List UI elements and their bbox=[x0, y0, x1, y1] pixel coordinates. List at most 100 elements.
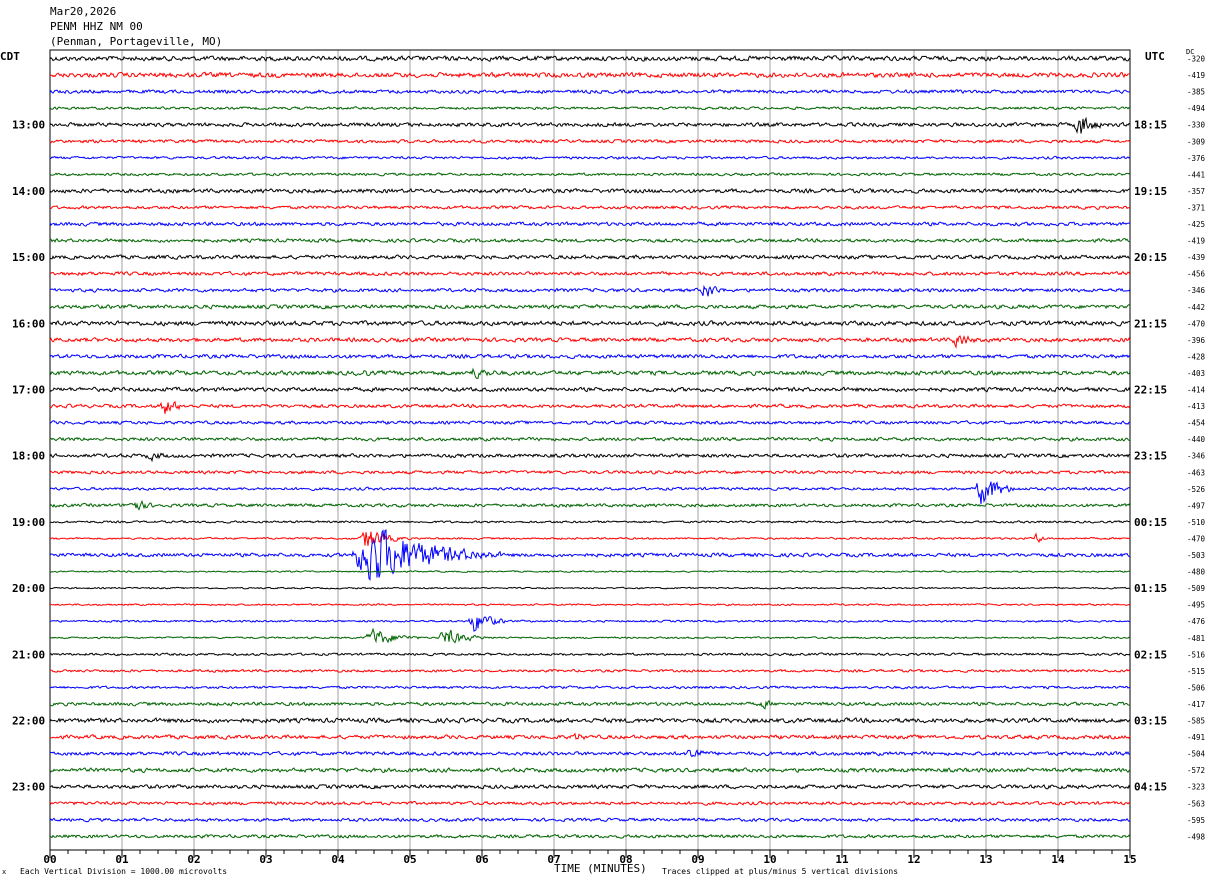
dc-offset-label: -396 bbox=[1187, 336, 1206, 345]
plot-date: Mar20,2026 bbox=[50, 5, 117, 18]
dc-offset-label: -357 bbox=[1187, 187, 1205, 196]
seismogram-trace bbox=[49, 749, 1131, 758]
seismogram-trace bbox=[49, 570, 1130, 573]
dc-offset-label: -376 bbox=[1187, 154, 1206, 163]
dc-offset-label: -476 bbox=[1187, 617, 1206, 626]
cdt-hour-label: 22:00 bbox=[12, 715, 45, 728]
utc-hour-label: 02:15 bbox=[1134, 648, 1167, 661]
seismogram-trace bbox=[49, 817, 1131, 823]
x-tick-label: 11 bbox=[835, 853, 849, 866]
dc-offset-label: -563 bbox=[1187, 799, 1205, 808]
dc-offset-label: -503 bbox=[1187, 551, 1205, 560]
utc-hour-label: 19:15 bbox=[1134, 185, 1167, 198]
utc-hour-label: 20:15 bbox=[1134, 251, 1167, 264]
x-tick-label: 07 bbox=[547, 853, 560, 866]
seismogram-trace bbox=[49, 55, 1131, 62]
station-location: (Penman, Portageville, MO) bbox=[50, 35, 223, 48]
seismogram-trace bbox=[49, 386, 1131, 393]
x-tick-label: 13 bbox=[979, 853, 992, 866]
left-timezone-label: CDT bbox=[0, 50, 20, 63]
dc-offset-label: -572 bbox=[1187, 766, 1205, 775]
dc-offset-label: -510 bbox=[1187, 518, 1206, 527]
dc-offset-label: -494 bbox=[1187, 104, 1206, 113]
plot-frame bbox=[49, 49, 1131, 851]
dc-offset-label: -428 bbox=[1187, 352, 1206, 361]
dc-offset-label: -585 bbox=[1187, 717, 1205, 726]
utc-hour-label: 21:15 bbox=[1134, 317, 1167, 330]
dc-offset-label: -495 bbox=[1187, 601, 1205, 610]
utc-hour-label: 23:15 bbox=[1134, 450, 1167, 463]
cdt-hour-label: 15:00 bbox=[12, 251, 45, 264]
utc-hour-label: 22:15 bbox=[1134, 384, 1167, 397]
cdt-hour-label: 17:00 bbox=[12, 384, 45, 397]
seismogram-trace bbox=[49, 400, 1131, 414]
seismogram-trace bbox=[49, 155, 1131, 160]
x-tick-label: 10 bbox=[763, 853, 776, 866]
seismogram-trace bbox=[49, 270, 1131, 277]
cdt-hour-label: 16:00 bbox=[12, 317, 45, 330]
x-axis-title: TIME (MINUTES) bbox=[554, 862, 647, 875]
seismogram-trace bbox=[49, 531, 1131, 546]
seismogram-trace bbox=[49, 699, 1131, 710]
x-tick-label: 08 bbox=[619, 853, 632, 866]
seismogram-trace bbox=[49, 833, 1131, 839]
dc-offset-label: -595 bbox=[1187, 816, 1205, 825]
seismogram-trace bbox=[49, 800, 1131, 806]
x-tick-label: 04 bbox=[331, 853, 345, 866]
seismogram-trace bbox=[49, 335, 1131, 350]
seismogram-trace bbox=[49, 732, 1131, 741]
dc-offset-label: -413 bbox=[1187, 402, 1205, 411]
utc-hour-label: 01:15 bbox=[1134, 582, 1167, 595]
seismogram-trace bbox=[49, 627, 1131, 644]
seismogram-trace bbox=[49, 586, 1131, 590]
dc-offset-label: -442 bbox=[1187, 303, 1205, 312]
seismogram-trace bbox=[49, 71, 1131, 79]
dc-offset-label: -439 bbox=[1187, 253, 1205, 262]
station-code: PENM HHZ NM 00 bbox=[50, 20, 143, 33]
cdt-hour-label: 20:00 bbox=[12, 582, 45, 595]
dc-offset-label: -491 bbox=[1187, 733, 1205, 742]
scale-note: Each Vertical Division = 1000.00 microvo… bbox=[20, 867, 228, 876]
dc-offset-label: -346 bbox=[1187, 452, 1206, 461]
seismogram-trace bbox=[49, 783, 1131, 790]
dc-offset-label: -454 bbox=[1187, 419, 1206, 428]
dc-offset-label: -497 bbox=[1187, 501, 1205, 510]
dc-offset-label: -480 bbox=[1187, 568, 1206, 577]
seismogram-trace bbox=[49, 221, 1131, 227]
dc-offset-label: -385 bbox=[1187, 88, 1205, 97]
dc-offset-label: -504 bbox=[1187, 750, 1206, 759]
seismogram-trace bbox=[49, 603, 1131, 607]
dc-offset-label: -417 bbox=[1187, 700, 1205, 709]
seismogram-trace bbox=[49, 436, 1131, 442]
dc-offset-label: -330 bbox=[1187, 121, 1206, 130]
utc-hour-label: 04:15 bbox=[1134, 781, 1167, 794]
dc-offset-label: -403 bbox=[1187, 369, 1205, 378]
x-tick-label: 06 bbox=[475, 853, 489, 866]
cdt-hour-label: 19:00 bbox=[12, 516, 45, 529]
seismogram-trace bbox=[49, 138, 1131, 144]
seismogram-trace bbox=[49, 89, 1131, 95]
seismogram-trace bbox=[49, 187, 1131, 194]
corner-mark: x bbox=[2, 868, 7, 876]
dc-offset-label: -419 bbox=[1187, 71, 1205, 80]
dc-offset-label: -526 bbox=[1187, 485, 1206, 494]
dc-offset-label: -470 bbox=[1187, 319, 1206, 328]
seismogram-trace bbox=[49, 172, 1131, 177]
dc-offset-label: -509 bbox=[1187, 584, 1205, 593]
seismogram-trace bbox=[49, 481, 1131, 505]
seismogram-trace bbox=[49, 319, 1131, 327]
seismogram-trace bbox=[49, 652, 1131, 657]
dc-offset-label: -323 bbox=[1187, 783, 1205, 792]
seismogram-trace bbox=[49, 420, 1131, 426]
seismogram-trace bbox=[49, 668, 1131, 673]
cdt-hour-label: 13:00 bbox=[12, 119, 45, 132]
cdt-hour-label: 21:00 bbox=[12, 648, 45, 661]
seismogram-trace bbox=[49, 520, 1131, 524]
dc-offset-label: -463 bbox=[1187, 468, 1205, 477]
dc-offset-label: -414 bbox=[1187, 386, 1206, 395]
x-tick-label: 05 bbox=[403, 853, 416, 866]
seismogram-trace bbox=[49, 106, 1131, 111]
dc-offset-label: -456 bbox=[1187, 270, 1206, 279]
seismogram-trace bbox=[49, 529, 1131, 581]
seismogram-trace bbox=[50, 237, 1131, 244]
